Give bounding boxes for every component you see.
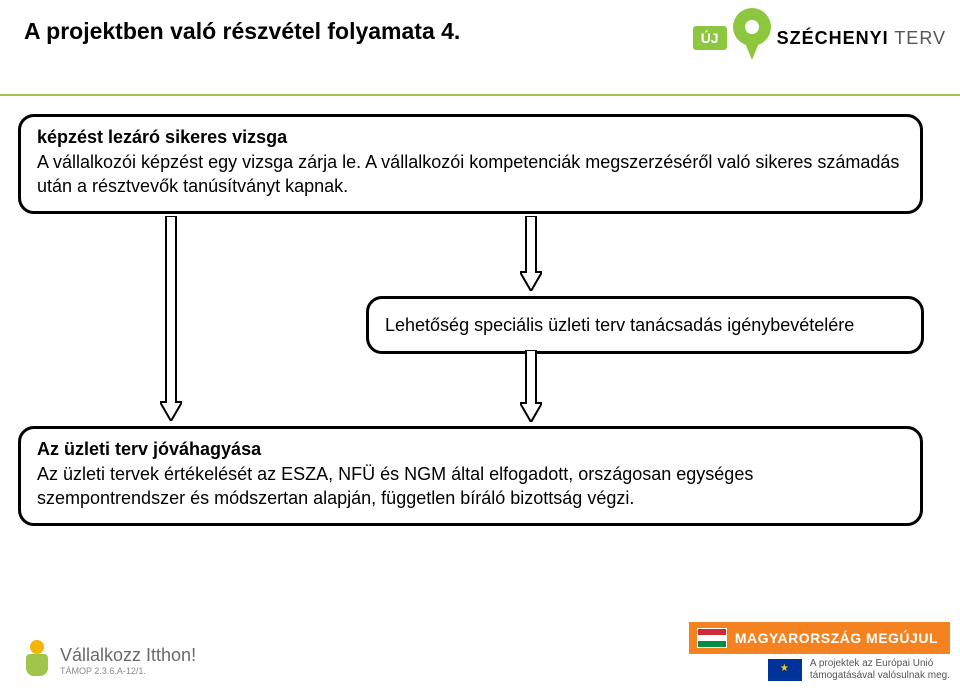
flow-content: képzést lezáró sikeres vizsga A vállalko… — [0, 96, 960, 616]
szechenyi-logo: ÚJ SZÉCHENYI TERV — [693, 8, 946, 68]
arrow-consulting-to-approval — [520, 350, 542, 422]
megujul-label: MAGYARORSZÁG MEGÚJUL — [735, 630, 938, 646]
flow-box-consulting-body: Lehetőség speciális üzleti terv tanácsad… — [385, 313, 905, 337]
person-icon — [22, 640, 52, 680]
eu-text: A projektek az Európai Unió támogatásáva… — [810, 658, 950, 682]
flow-box-consulting: Lehetőség speciális üzleti terv tanácsad… — [366, 296, 924, 354]
uj-badge: ÚJ — [693, 26, 727, 50]
footer-brand-wrap: Vállalkozz Itthon! TÁMOP 2.3.6.A-12/1. — [60, 645, 196, 676]
footer-left-logo: Vállalkozz Itthon! TÁMOP 2.3.6.A-12/1. — [22, 640, 196, 680]
footer-brand: Vállalkozz Itthon! — [60, 645, 196, 666]
hungary-flag-icon — [697, 628, 727, 648]
flow-box-approval-body: Az üzleti tervek értékelését az ESZA, NF… — [37, 462, 904, 511]
flow-box-exam-body: A vállalkozói képzést egy vizsga zárja l… — [37, 150, 904, 199]
megujul-badge: MAGYARORSZÁG MEGÚJUL — [689, 622, 950, 654]
eu-flag-icon — [768, 659, 802, 681]
eu-line2: támogatásával valósulnak meg. — [810, 670, 950, 682]
eu-line1: A projektek az Európai Unió — [810, 658, 950, 670]
flow-box-exam-title: képzést lezáró sikeres vizsga — [37, 127, 904, 148]
footer: Vállalkozz Itthon! TÁMOP 2.3.6.A-12/1. M… — [0, 614, 960, 690]
brand-text: SZÉCHENYI TERV — [777, 28, 946, 49]
brand-bold: SZÉCHENYI — [777, 28, 889, 48]
flow-box-approval: Az üzleti terv jóváhagyása Az üzleti ter… — [18, 426, 923, 526]
flow-box-approval-title: Az üzleti terv jóváhagyása — [37, 439, 904, 460]
arrow-exam-to-approval — [160, 216, 182, 421]
footer-right: MAGYARORSZÁG MEGÚJUL A projektek az Euró… — [689, 622, 950, 682]
footer-sub: TÁMOP 2.3.6.A-12/1. — [60, 666, 196, 676]
brand-light: TERV — [894, 28, 946, 48]
arrow-exam-to-consulting — [520, 216, 542, 291]
flow-box-exam: képzést lezáró sikeres vizsga A vállalko… — [18, 114, 923, 214]
header: A projektben való részvétel folyamata 4.… — [0, 0, 960, 94]
eu-row: A projektek az Európai Unió támogatásáva… — [768, 658, 950, 682]
map-pin-icon — [733, 8, 771, 68]
